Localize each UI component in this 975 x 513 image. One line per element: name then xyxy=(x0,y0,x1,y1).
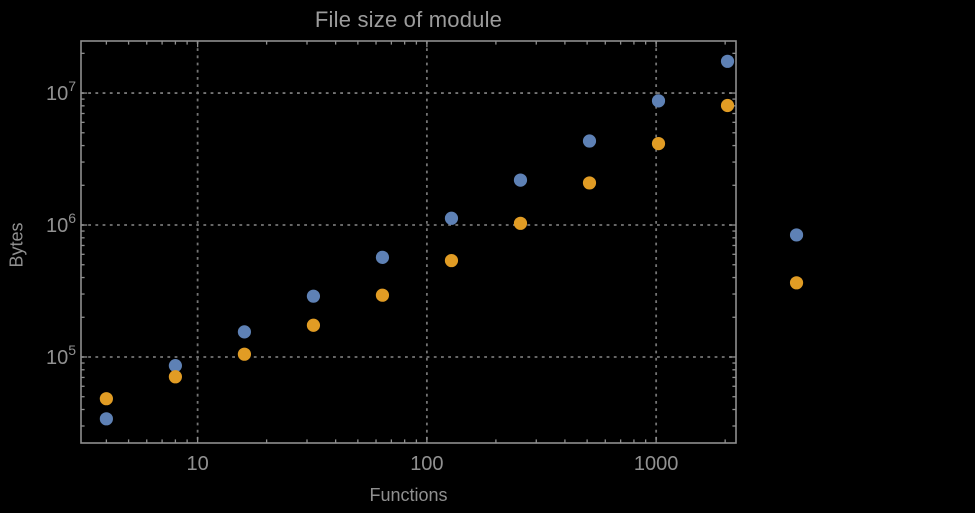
data-point xyxy=(99,392,113,406)
data-point xyxy=(582,176,597,190)
data-point xyxy=(789,276,804,290)
data-point xyxy=(375,288,390,302)
data-point xyxy=(306,318,321,332)
data-point xyxy=(444,211,459,225)
data-point xyxy=(651,137,666,151)
data-point xyxy=(99,412,113,426)
data-point xyxy=(582,134,597,148)
data-point xyxy=(720,54,735,68)
axis-ticks xyxy=(81,41,736,443)
x-tick-label: 100 xyxy=(410,453,443,475)
data-point xyxy=(168,359,182,373)
x-axis-label: Functions xyxy=(369,485,448,505)
plot-frame xyxy=(80,40,737,444)
x-tick-label: 10 xyxy=(186,453,208,475)
plot-title: File size of module xyxy=(314,7,503,32)
series-2-points xyxy=(99,98,804,406)
y-tick-label: 105 xyxy=(46,342,76,369)
x-tick-label: 1000 xyxy=(634,453,679,475)
data-point xyxy=(651,94,666,108)
data-point xyxy=(444,253,459,268)
y-tick-label: 107 xyxy=(46,78,76,105)
data-point xyxy=(237,325,252,339)
data-point xyxy=(375,250,390,264)
y-tick-label: 106 xyxy=(46,210,76,237)
data-point xyxy=(237,347,252,361)
data-point xyxy=(513,173,528,187)
data-point xyxy=(306,289,321,303)
y-axis-label-text: Bytes xyxy=(6,222,27,268)
tick-labels: 10 100 1000 105 106 107 xyxy=(46,78,678,475)
series-1-points xyxy=(99,54,804,426)
gridlines xyxy=(81,41,736,443)
data-point xyxy=(720,98,735,113)
data-point xyxy=(168,370,182,384)
data-point xyxy=(789,228,804,242)
data-point xyxy=(513,216,528,230)
